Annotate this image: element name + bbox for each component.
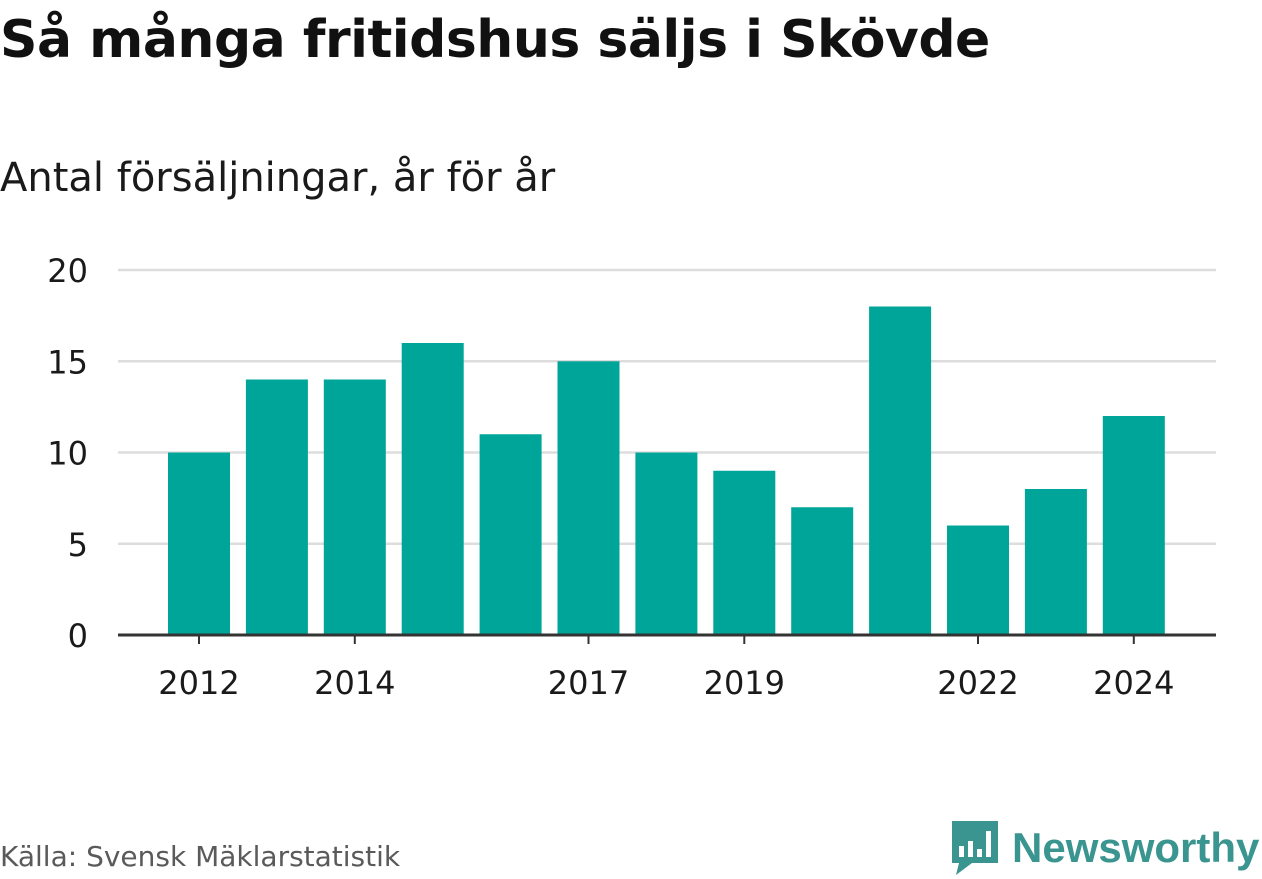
x-tick-label: 2019 (704, 664, 785, 702)
brand-logo[interactable]: Newsworthy (950, 818, 1259, 878)
bar-2024 (1102, 416, 1165, 635)
bar-2021 (869, 306, 932, 635)
newsworthy-logo-icon (952, 821, 998, 875)
x-tick-label: 2024 (1093, 664, 1174, 702)
bars (168, 306, 1165, 635)
chart-title: Så många fritidshus säljs i Skövde (0, 10, 990, 70)
chart-subtitle: Antal försäljningar, år för år (0, 155, 556, 201)
bar-2012 (168, 452, 230, 635)
y-tick-label: 20 (47, 252, 88, 290)
x-tick-label: 2012 (158, 664, 239, 702)
bar-2015 (401, 343, 464, 635)
bar-2014 (323, 379, 386, 635)
brand-name: Newsworthy (1012, 824, 1260, 871)
bar-2013 (245, 379, 308, 635)
axes: 0 5 10 15 20 2012 2014 2017 2019 2022 2024 (47, 252, 1216, 702)
y-tick-label: 15 (47, 343, 88, 381)
source-note: Källa: Svensk Mäklarstatistik (0, 840, 401, 873)
bar-2023 (1024, 489, 1087, 635)
bar-2017 (557, 361, 620, 635)
bar-2020 (791, 507, 854, 635)
bar-2018 (635, 452, 698, 635)
bar-2016 (479, 434, 542, 635)
x-tick-label: 2017 (548, 664, 629, 702)
bar-2019 (713, 470, 776, 635)
y-tick-label: 10 (47, 435, 88, 473)
y-tick-label: 0 (68, 617, 88, 655)
x-tick-label: 2022 (937, 664, 1018, 702)
bar-2022 (947, 525, 1009, 635)
x-tick-label: 2014 (314, 664, 395, 702)
y-tick-label: 5 (68, 526, 88, 564)
